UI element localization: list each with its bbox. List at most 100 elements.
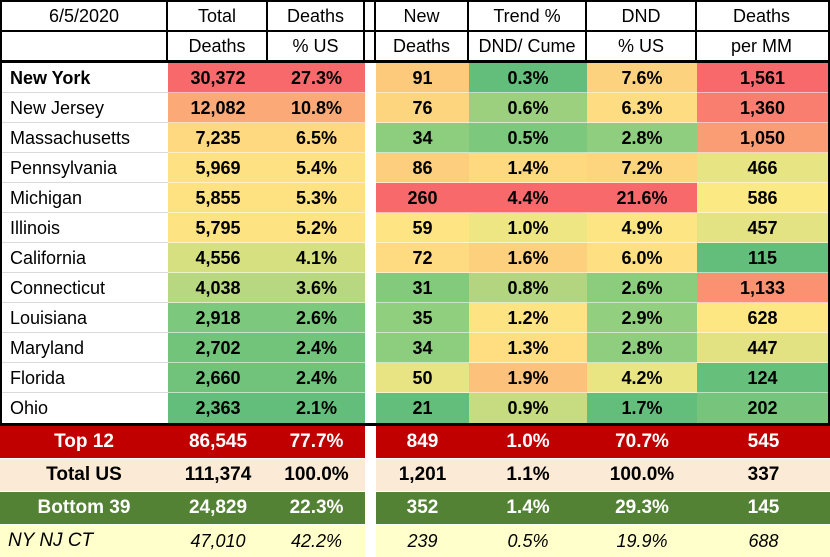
cell-dnd-pct-us[interactable]: 6.3% [587,93,697,123]
cell-deaths-per-mm[interactable]: 545 [697,426,830,458]
cell-dnd-pct-us[interactable]: 7.2% [587,153,697,183]
state-name[interactable]: Pennsylvania [2,153,168,183]
cell-deaths-per-mm[interactable]: 1,561 [697,63,828,93]
cell-trend-pct[interactable]: 0.5% [469,123,587,153]
cell-deaths-pct-us[interactable]: 77.7% [268,426,365,458]
cell-new-deaths[interactable]: 31 [376,273,469,303]
cell-dnd-pct-us[interactable]: 1.7% [587,393,697,423]
cell-deaths-pct-us[interactable]: 10.8% [268,93,365,123]
cell-trend-pct[interactable]: 4.4% [469,183,587,213]
col-header-dnd-pct-us-line1[interactable]: DND [587,2,697,30]
cell-dnd-pct-us[interactable]: 2.6% [587,273,697,303]
cell-new-deaths[interactable]: 34 [376,333,469,363]
cell-deaths-per-mm[interactable]: 628 [697,303,828,333]
summary-label[interactable]: Total US [0,459,168,491]
state-name[interactable]: Connecticut [2,273,168,303]
cell-total-deaths[interactable]: 2,702 [168,333,268,363]
cell-trend-pct[interactable]: 1.0% [469,213,587,243]
col-header-deaths-pct-us-line2[interactable]: % US [268,32,365,60]
cell-deaths-pct-us[interactable]: 5.3% [268,183,365,213]
cell-new-deaths[interactable]: 59 [376,213,469,243]
cell-new-deaths[interactable]: 352 [376,492,469,524]
cell-total-deaths[interactable]: 12,082 [168,93,268,123]
cell-total-deaths[interactable]: 47,010 [168,525,268,557]
cell-deaths-pct-us[interactable]: 2.4% [268,333,365,363]
cell-trend-pct[interactable]: 1.0% [469,426,587,458]
cell-total-deaths[interactable]: 4,038 [168,273,268,303]
cell-new-deaths[interactable]: 50 [376,363,469,393]
col-header-total-deaths-line2[interactable]: Deaths [168,32,268,60]
cell-new-deaths[interactable]: 1,201 [376,459,469,491]
cell-new-deaths[interactable]: 35 [376,303,469,333]
cell-new-deaths[interactable]: 91 [376,63,469,93]
cell-new-deaths[interactable]: 34 [376,123,469,153]
cell-dnd-pct-us[interactable]: 6.0% [587,243,697,273]
state-name[interactable]: Louisiana [2,303,168,333]
cell-deaths-per-mm[interactable]: 115 [697,243,828,273]
cell-deaths-pct-us[interactable]: 3.6% [268,273,365,303]
cell-new-deaths[interactable]: 76 [376,93,469,123]
cell-dnd-pct-us[interactable]: 2.9% [587,303,697,333]
cell-trend-pct[interactable]: 0.6% [469,93,587,123]
cell-total-deaths[interactable]: 5,795 [168,213,268,243]
cell-deaths-pct-us[interactable]: 22.3% [268,492,365,524]
cell-total-deaths[interactable]: 7,235 [168,123,268,153]
cell-deaths-pct-us[interactable]: 2.4% [268,363,365,393]
cell-trend-pct[interactable]: 1.4% [469,492,587,524]
cell-trend-pct[interactable]: 1.2% [469,303,587,333]
cell-dnd-pct-us[interactable]: 19.9% [587,525,697,557]
cell-deaths-per-mm[interactable]: 1,050 [697,123,828,153]
cell-dnd-pct-us[interactable]: 70.7% [587,426,697,458]
cell-trend-pct[interactable]: 1.6% [469,243,587,273]
col-header-new-deaths-line1[interactable]: New [376,2,469,30]
cell-deaths-pct-us[interactable]: 5.4% [268,153,365,183]
cell-deaths-per-mm[interactable]: 457 [697,213,828,243]
cell-new-deaths[interactable]: 239 [376,525,469,557]
cell-total-deaths[interactable]: 2,918 [168,303,268,333]
cell-deaths-pct-us[interactable]: 5.2% [268,213,365,243]
state-name[interactable]: Ohio [2,393,168,423]
cell-dnd-pct-us[interactable]: 4.9% [587,213,697,243]
summary-label[interactable]: NY NJ CT [0,525,168,557]
cell-new-deaths[interactable]: 21 [376,393,469,423]
state-name[interactable]: New York [2,63,168,93]
col-header-deaths-per-mm-line1[interactable]: Deaths [697,2,826,30]
state-name[interactable]: Illinois [2,213,168,243]
cell-trend-pct[interactable]: 1.1% [469,459,587,491]
cell-new-deaths[interactable]: 72 [376,243,469,273]
cell-dnd-pct-us[interactable]: 21.6% [587,183,697,213]
col-header-deaths-per-mm-line2[interactable]: per MM [697,32,826,60]
state-name[interactable]: California [2,243,168,273]
col-header-trend-pct-line1[interactable]: Trend % [469,2,587,30]
cell-total-deaths[interactable]: 5,855 [168,183,268,213]
date-cell-empty[interactable] [2,32,168,60]
state-name[interactable]: New Jersey [2,93,168,123]
state-name[interactable]: Maryland [2,333,168,363]
cell-trend-pct[interactable]: 1.9% [469,363,587,393]
cell-dnd-pct-us[interactable]: 4.2% [587,363,697,393]
cell-trend-pct[interactable]: 0.3% [469,63,587,93]
cell-deaths-pct-us[interactable]: 2.1% [268,393,365,423]
cell-total-deaths[interactable]: 2,363 [168,393,268,423]
summary-label[interactable]: Top 12 [0,426,168,458]
cell-dnd-pct-us[interactable]: 29.3% [587,492,697,524]
cell-deaths-per-mm[interactable]: 688 [697,525,830,557]
cell-trend-pct[interactable]: 0.8% [469,273,587,303]
cell-deaths-pct-us[interactable]: 6.5% [268,123,365,153]
cell-dnd-pct-us[interactable]: 100.0% [587,459,697,491]
cell-deaths-pct-us[interactable]: 42.2% [268,525,365,557]
cell-total-deaths[interactable]: 30,372 [168,63,268,93]
cell-deaths-pct-us[interactable]: 100.0% [268,459,365,491]
summary-label[interactable]: Bottom 39 [0,492,168,524]
cell-new-deaths[interactable]: 86 [376,153,469,183]
cell-total-deaths[interactable]: 24,829 [168,492,268,524]
cell-deaths-per-mm[interactable]: 447 [697,333,828,363]
col-header-trend-pct-line2[interactable]: DND/ Cume [469,32,587,60]
cell-deaths-per-mm[interactable]: 1,360 [697,93,828,123]
cell-new-deaths[interactable]: 260 [376,183,469,213]
state-name[interactable]: Florida [2,363,168,393]
cell-new-deaths[interactable]: 849 [376,426,469,458]
cell-trend-pct[interactable]: 0.9% [469,393,587,423]
cell-deaths-per-mm[interactable]: 202 [697,393,828,423]
cell-trend-pct[interactable]: 0.5% [469,525,587,557]
